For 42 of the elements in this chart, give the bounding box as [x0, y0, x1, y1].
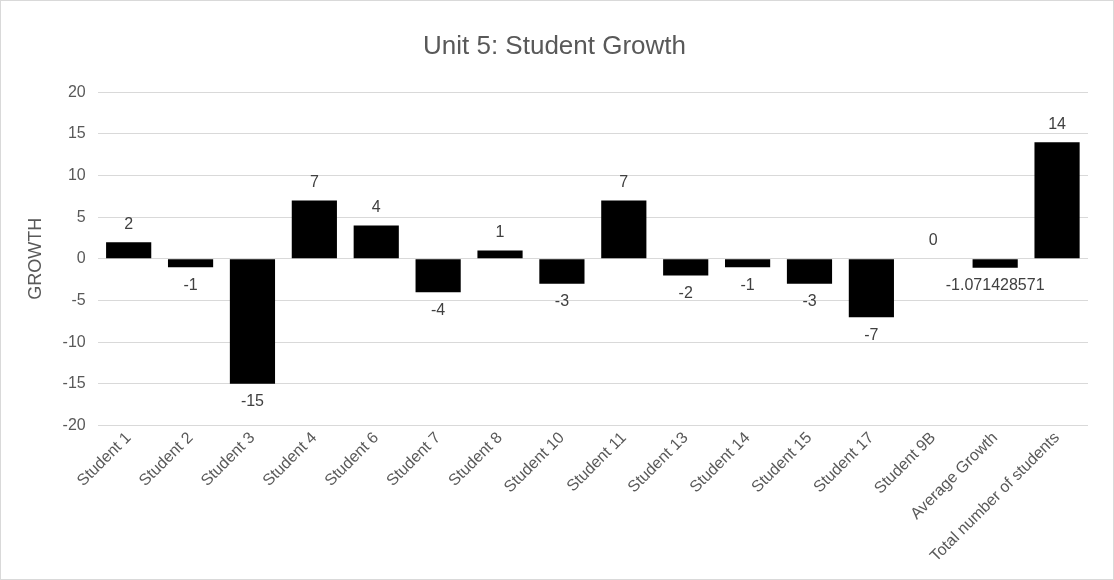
y-axis-title: GROWTH: [24, 217, 45, 300]
y-tick-label: 5: [76, 207, 86, 225]
data-label: -1: [740, 275, 755, 293]
data-label: 1: [495, 222, 505, 240]
data-label: -15: [240, 392, 265, 410]
bar: [291, 200, 337, 259]
data-label: -2: [678, 283, 693, 301]
y-tick-label: 20: [67, 82, 86, 100]
y-tick-label: 10: [67, 165, 86, 183]
bar: [972, 259, 1018, 268]
data-label: -3: [802, 292, 817, 310]
data-label: -3: [554, 292, 570, 310]
bar: [848, 259, 894, 318]
bar: [167, 259, 214, 268]
chart-title: Unit 5: Student Growth: [422, 29, 687, 60]
data-label: 0: [928, 231, 938, 249]
y-tick-label: -15: [62, 374, 86, 392]
data-label: 2: [124, 214, 134, 232]
y-tick-label: -20: [62, 415, 86, 433]
bar: [663, 259, 709, 276]
bar: [1034, 142, 1080, 259]
y-tick-label: 0: [76, 249, 86, 267]
bar: [229, 259, 276, 384]
data-label: -1.071428571: [945, 276, 1045, 294]
y-tick-label: -5: [71, 290, 86, 308]
bar: [353, 225, 399, 259]
y-tick-label: 15: [67, 124, 86, 142]
data-label: -1: [183, 275, 198, 293]
bar: [415, 259, 461, 293]
data-label: 7: [619, 172, 629, 190]
bar: [601, 200, 647, 259]
data-label: 7: [309, 172, 319, 190]
bar: [477, 250, 523, 259]
data-label: 4: [371, 197, 381, 215]
bar: [786, 259, 833, 284]
bar: [106, 242, 152, 259]
data-label: -4: [431, 300, 446, 318]
bar: [539, 259, 585, 284]
data-label: 14: [1048, 114, 1067, 132]
data-label: -7: [864, 325, 879, 343]
bar: [725, 259, 771, 268]
y-tick-label: -10: [62, 332, 86, 350]
